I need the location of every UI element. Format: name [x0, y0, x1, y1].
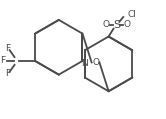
Text: S: S — [113, 20, 120, 30]
Text: N: N — [81, 59, 88, 68]
Text: F: F — [0, 57, 5, 65]
Text: F: F — [5, 69, 10, 78]
Text: O: O — [124, 20, 131, 29]
Text: F: F — [5, 44, 10, 53]
Text: O: O — [92, 58, 99, 67]
Text: O: O — [102, 20, 109, 29]
Text: Cl: Cl — [127, 10, 136, 19]
